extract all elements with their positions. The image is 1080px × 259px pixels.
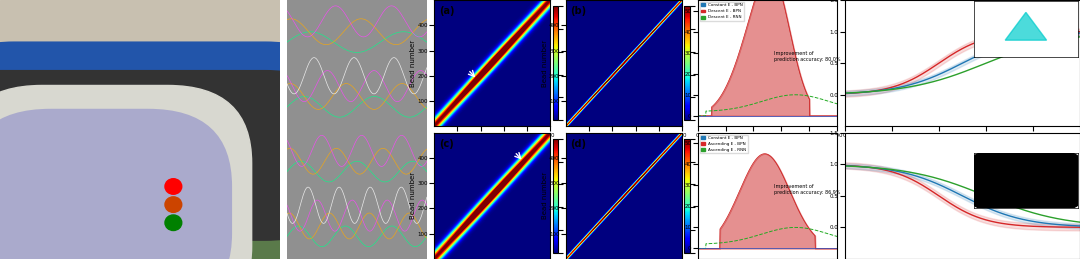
Legend: Constant E - BPN, Ascending E - BPN, Ascending E - RNN: Constant E - BPN, Ascending E - BPN, Asc… [700,135,747,153]
X-axis label: Bead number: Bead number [469,139,516,145]
Circle shape [165,179,181,194]
Text: Improvement of
prediction accuracy: 80.0%: Improvement of prediction accuracy: 80.0… [774,52,841,62]
FancyBboxPatch shape [0,41,350,228]
Y-axis label: Bead number: Bead number [542,40,548,87]
X-axis label: Bead number: Bead number [600,139,648,145]
Text: (d): (d) [570,139,586,149]
FancyBboxPatch shape [245,0,469,142]
FancyBboxPatch shape [245,119,469,259]
Polygon shape [0,0,280,168]
Text: (a): (a) [438,6,455,16]
Text: (c): (c) [438,139,454,149]
Y-axis label: Bead number: Bead number [542,172,548,219]
FancyBboxPatch shape [0,85,252,259]
FancyBboxPatch shape [0,70,350,241]
Polygon shape [0,168,280,259]
Text: Improvement of
prediction accuracy: 86.9%: Improvement of prediction accuracy: 86.9… [774,184,841,195]
X-axis label: Bead number: Bead number [744,139,791,145]
X-axis label: Bead number: Bead number [939,139,986,145]
Y-axis label: Bead number: Bead number [410,40,416,87]
Circle shape [165,197,181,212]
FancyBboxPatch shape [245,0,469,207]
Text: (b): (b) [570,6,586,16]
FancyBboxPatch shape [245,54,469,259]
Legend: Constant E - BPN, Descent E - BPN, Descent E - RNN: Constant E - BPN, Descent E - BPN, Desce… [700,2,744,21]
Circle shape [165,215,181,231]
FancyBboxPatch shape [0,109,232,259]
Y-axis label: Bead number: Bead number [410,172,416,219]
